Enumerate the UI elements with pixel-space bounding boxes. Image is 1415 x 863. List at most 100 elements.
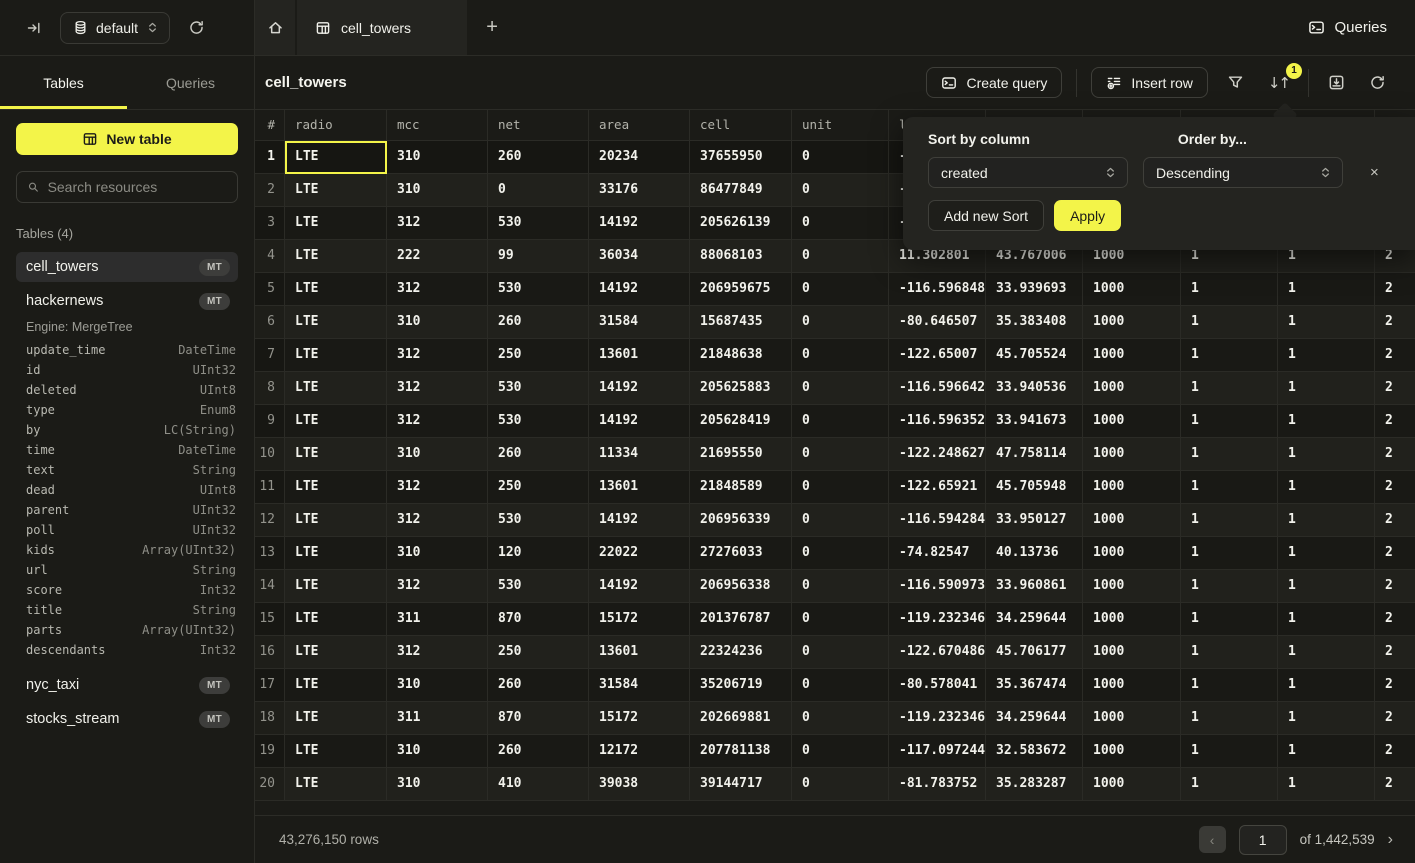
table-cell[interactable]: 14192 (589, 405, 690, 438)
create-query-button[interactable]: Create query (926, 67, 1063, 98)
table-cell[interactable]: 33176 (589, 174, 690, 207)
table-cell[interactable]: 2 (1375, 702, 1415, 735)
table-cell[interactable]: LTE (285, 735, 387, 768)
table-cell[interactable]: 1 (1181, 273, 1278, 306)
table-cell[interactable]: 2 (1375, 537, 1415, 570)
table-cell[interactable]: 0 (792, 471, 889, 504)
table-cell[interactable]: -122.248627 (889, 438, 986, 471)
table-cell[interactable]: 13601 (589, 636, 690, 669)
table-cell[interactable]: 21848589 (690, 471, 792, 504)
table-cell[interactable]: 0 (792, 570, 889, 603)
table-cell[interactable]: 311 (387, 702, 488, 735)
table-cell[interactable]: 33.940536 (986, 372, 1083, 405)
table-cell[interactable]: 37655950 (690, 141, 792, 174)
table-cell[interactable]: 27276033 (690, 537, 792, 570)
table-cell[interactable]: 1 (1278, 702, 1375, 735)
table-cell[interactable]: 0 (792, 735, 889, 768)
table-cell[interactable]: 1 (1181, 702, 1278, 735)
table-cell[interactable]: 312 (387, 273, 488, 306)
table-cell[interactable]: 260 (488, 306, 589, 339)
tab-cell-towers[interactable]: cell_towers (297, 0, 468, 55)
page-number-input[interactable] (1238, 824, 1287, 855)
new-tab-button[interactable]: + (467, 0, 517, 55)
collapse-sidebar-button[interactable] (22, 16, 46, 40)
table-cell[interactable]: -122.65007 (889, 339, 986, 372)
table-cell[interactable]: 260 (488, 438, 589, 471)
database-selector[interactable]: default (60, 11, 171, 44)
table-cell[interactable]: 1 (1278, 438, 1375, 471)
table-cell[interactable]: 2 (1375, 372, 1415, 405)
table-cell[interactable]: LTE (285, 669, 387, 702)
table-cell[interactable]: 14192 (589, 372, 690, 405)
table-cell[interactable]: 530 (488, 405, 589, 438)
table-cell[interactable]: 14192 (589, 570, 690, 603)
table-cell[interactable]: -74.82547 (889, 537, 986, 570)
table-cell[interactable]: 0 (792, 504, 889, 537)
table-cell[interactable]: -80.578041 (889, 669, 986, 702)
table-cell[interactable]: 870 (488, 603, 589, 636)
table-cell[interactable]: LTE (285, 207, 387, 240)
table-cell[interactable]: 1000 (1083, 537, 1181, 570)
table-cell[interactable]: 2 (1375, 438, 1415, 471)
sidebar-item-cell-towers[interactable]: cell_towers MT (16, 252, 238, 282)
table-cell[interactable]: 260 (488, 141, 589, 174)
table-cell[interactable]: 1 (1278, 735, 1375, 768)
table-cell[interactable]: 1 (1181, 471, 1278, 504)
table-cell[interactable]: 250 (488, 339, 589, 372)
table-cell[interactable]: 530 (488, 273, 589, 306)
table-cell[interactable]: 1 (1278, 669, 1375, 702)
table-cell[interactable]: 1 (1278, 537, 1375, 570)
table-cell[interactable]: 45.705524 (986, 339, 1083, 372)
table-cell[interactable]: LTE (285, 438, 387, 471)
table-cell[interactable]: 0 (792, 240, 889, 273)
table-cell[interactable]: 21695550 (690, 438, 792, 471)
table-cell[interactable]: 1 (1181, 768, 1278, 801)
table-cell[interactable]: 88068103 (690, 240, 792, 273)
table-cell[interactable]: -122.670486 (889, 636, 986, 669)
table-cell[interactable]: LTE (285, 141, 387, 174)
table-cell[interactable]: 15687435 (690, 306, 792, 339)
table-cell[interactable]: 1000 (1083, 438, 1181, 471)
table-cell[interactable]: 21848638 (690, 339, 792, 372)
table-cell[interactable]: 33.939693 (986, 273, 1083, 306)
table-cell[interactable]: 35206719 (690, 669, 792, 702)
table-cell[interactable]: LTE (285, 702, 387, 735)
table-cell[interactable]: 250 (488, 636, 589, 669)
table-cell[interactable]: 86477849 (690, 174, 792, 207)
table-cell[interactable]: -116.596848 (889, 273, 986, 306)
table-cell[interactable]: 2 (1375, 768, 1415, 801)
table-cell[interactable]: 40.13736 (986, 537, 1083, 570)
table-cell[interactable]: 410 (488, 768, 589, 801)
table-cell[interactable]: 35.283287 (986, 768, 1083, 801)
table-cell[interactable]: -117.097244 (889, 735, 986, 768)
table-cell[interactable]: 1 (1181, 537, 1278, 570)
table-cell[interactable]: 207781138 (690, 735, 792, 768)
table-cell[interactable]: 32.583672 (986, 735, 1083, 768)
table-cell[interactable]: 1 (1181, 735, 1278, 768)
column-header[interactable]: cell (690, 110, 792, 141)
queries-panel-button[interactable]: Queries (1308, 19, 1387, 36)
table-cell[interactable]: 35.383408 (986, 306, 1083, 339)
table-cell[interactable]: 206956338 (690, 570, 792, 603)
table-cell[interactable]: 0 (792, 603, 889, 636)
table-cell[interactable]: 310 (387, 174, 488, 207)
table-cell[interactable]: 312 (387, 339, 488, 372)
table-cell[interactable]: 1 (1181, 636, 1278, 669)
table-cell[interactable]: 222 (387, 240, 488, 273)
table-cell[interactable]: LTE (285, 240, 387, 273)
table-cell[interactable]: LTE (285, 603, 387, 636)
table-cell[interactable]: 1000 (1083, 669, 1181, 702)
table-cell[interactable]: 312 (387, 372, 488, 405)
add-new-sort-button[interactable]: Add new Sort (928, 200, 1045, 231)
table-cell[interactable]: 260 (488, 669, 589, 702)
table-cell[interactable]: 2 (1375, 603, 1415, 636)
column-header[interactable]: net (488, 110, 589, 141)
table-cell[interactable]: 1000 (1083, 636, 1181, 669)
table-cell[interactable]: 1000 (1083, 702, 1181, 735)
table-cell[interactable]: 2 (1375, 636, 1415, 669)
table-cell[interactable]: 1 (1278, 471, 1375, 504)
table-cell[interactable]: 0 (792, 207, 889, 240)
table-cell[interactable]: 15172 (589, 702, 690, 735)
column-header[interactable]: # (255, 110, 285, 141)
sidebar-tab-queries[interactable]: Queries (127, 56, 254, 109)
